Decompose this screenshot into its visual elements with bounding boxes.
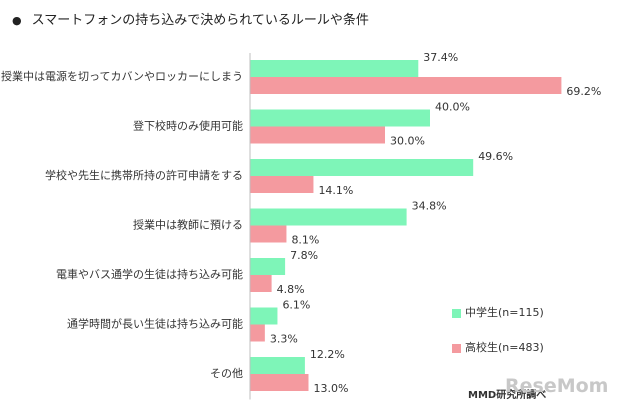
data-label: 3.3% [270, 333, 298, 346]
chart-title-text: スマートフォンの持ち込みで決められているルールや条件 [31, 13, 369, 28]
bar-senior [250, 225, 287, 243]
bar-junior [250, 357, 305, 374]
legend-swatch-junior [452, 308, 461, 318]
legend-item-junior: 中学生(n=115) [452, 304, 544, 320]
legend-label-senior: 高校生(n=483) [465, 341, 544, 354]
bar-senior [250, 176, 314, 193]
data-label: 6.1% [282, 299, 310, 312]
bar-junior [250, 109, 430, 127]
chart-title: ● スマートフォンの持ち込みで決められているルールや条件 [12, 9, 369, 28]
category-label: 授業中は電源を切ってカバンやロッカーにしまう [1, 69, 243, 83]
bar-junior [250, 60, 419, 77]
bar-senior [250, 374, 309, 391]
source-credit: MMD研究所調べ [468, 390, 547, 401]
bar-senior [250, 77, 562, 94]
legend-item-senior: 高校生(n=483) [452, 339, 544, 355]
data-label: 12.2% [310, 348, 345, 361]
bar-senior [250, 275, 272, 292]
bar-senior [250, 324, 265, 342]
category-label: 学校や先生に携帯所持の許可申請をする [45, 168, 243, 182]
data-label: 40.0% [435, 101, 470, 114]
category-label: 電車やバス通学の生徒は持ち込み可能 [56, 267, 243, 281]
data-label: 37.4% [423, 51, 458, 64]
category-label: その他 [210, 367, 243, 380]
category-label: 通学時間が長い生徒は持ち込み可能 [67, 317, 243, 331]
data-label: 34.8% [412, 200, 447, 213]
data-label: 14.1% [318, 184, 353, 197]
data-label: 69.2% [566, 85, 601, 98]
resemom-logo: ReseMom [505, 375, 609, 397]
bar-senior [250, 126, 385, 144]
data-label: 30.0% [390, 135, 425, 148]
legend-label-junior: 中学生(n=115) [465, 306, 544, 319]
bar-junior [250, 208, 407, 226]
bullet-icon: ● [12, 14, 22, 27]
data-label: 8.1% [291, 234, 319, 247]
data-label: 13.0% [314, 382, 349, 395]
legend-swatch-senior [452, 343, 461, 353]
bar-junior [250, 258, 286, 275]
bar-junior [250, 159, 474, 176]
bar-junior [250, 307, 278, 325]
data-label: 7.8% [290, 249, 318, 262]
category-label: 授業中は教師に預ける [133, 218, 243, 232]
data-label: 4.8% [277, 283, 305, 296]
data-label: 49.6% [478, 150, 513, 163]
category-label: 登下校時のみ使用可能 [133, 119, 243, 133]
